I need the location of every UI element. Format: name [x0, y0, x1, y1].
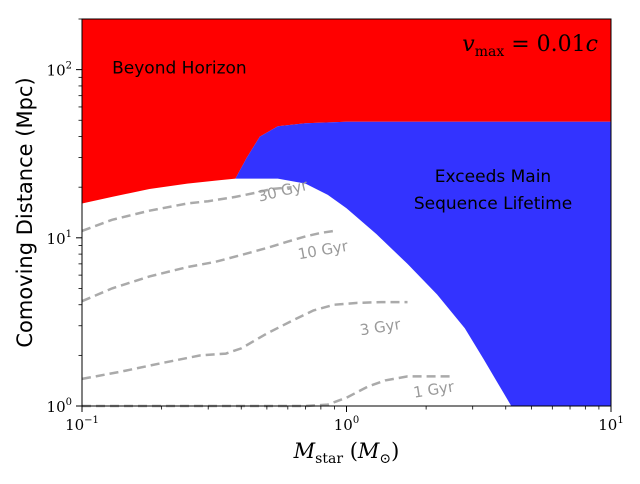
series-line-30-gyr — [81, 185, 292, 233]
x-tick-label: 10−1 — [65, 415, 99, 434]
region-beyond-horizon — [82, 19, 611, 204]
region-label-exceeds-line2: Sequence Lifetime — [414, 194, 572, 214]
series-label-1-gyr: 1 Gyr — [412, 377, 456, 401]
series-line-10-gyr — [81, 229, 335, 303]
x-axis-label: Mstar (M⊙) — [293, 439, 400, 467]
series-label-10-gyr: 10 Gyr — [296, 237, 350, 264]
annotation-vmax: vmax = 0.01c — [462, 32, 598, 60]
region-exceeds-main-sequence — [235, 121, 611, 406]
regions-layer — [82, 19, 611, 406]
series-label-3-gyr: 3 Gyr — [359, 315, 403, 339]
series-label-30-gyr: 30 Gyr — [256, 176, 310, 206]
region-label-exceeds-line1: Exceeds Main — [435, 167, 551, 187]
y-tick-label: 100 — [47, 397, 72, 416]
series-line-1-gyr — [82, 375, 452, 408]
y-tick-label: 102 — [47, 61, 72, 80]
x-tick-label: 100 — [334, 415, 359, 434]
region-label-beyond-horizon: Beyond Horizon — [112, 58, 247, 78]
labels-layer: Beyond Horizon Exceeds Main Sequence Lif… — [112, 32, 598, 214]
y-tick-label: 101 — [47, 229, 72, 248]
y-axis-label: Comoving Distance (Mpc) — [13, 77, 37, 347]
x-tick-label: 101 — [598, 415, 623, 434]
series-line-3-gyr — [81, 300, 408, 381]
